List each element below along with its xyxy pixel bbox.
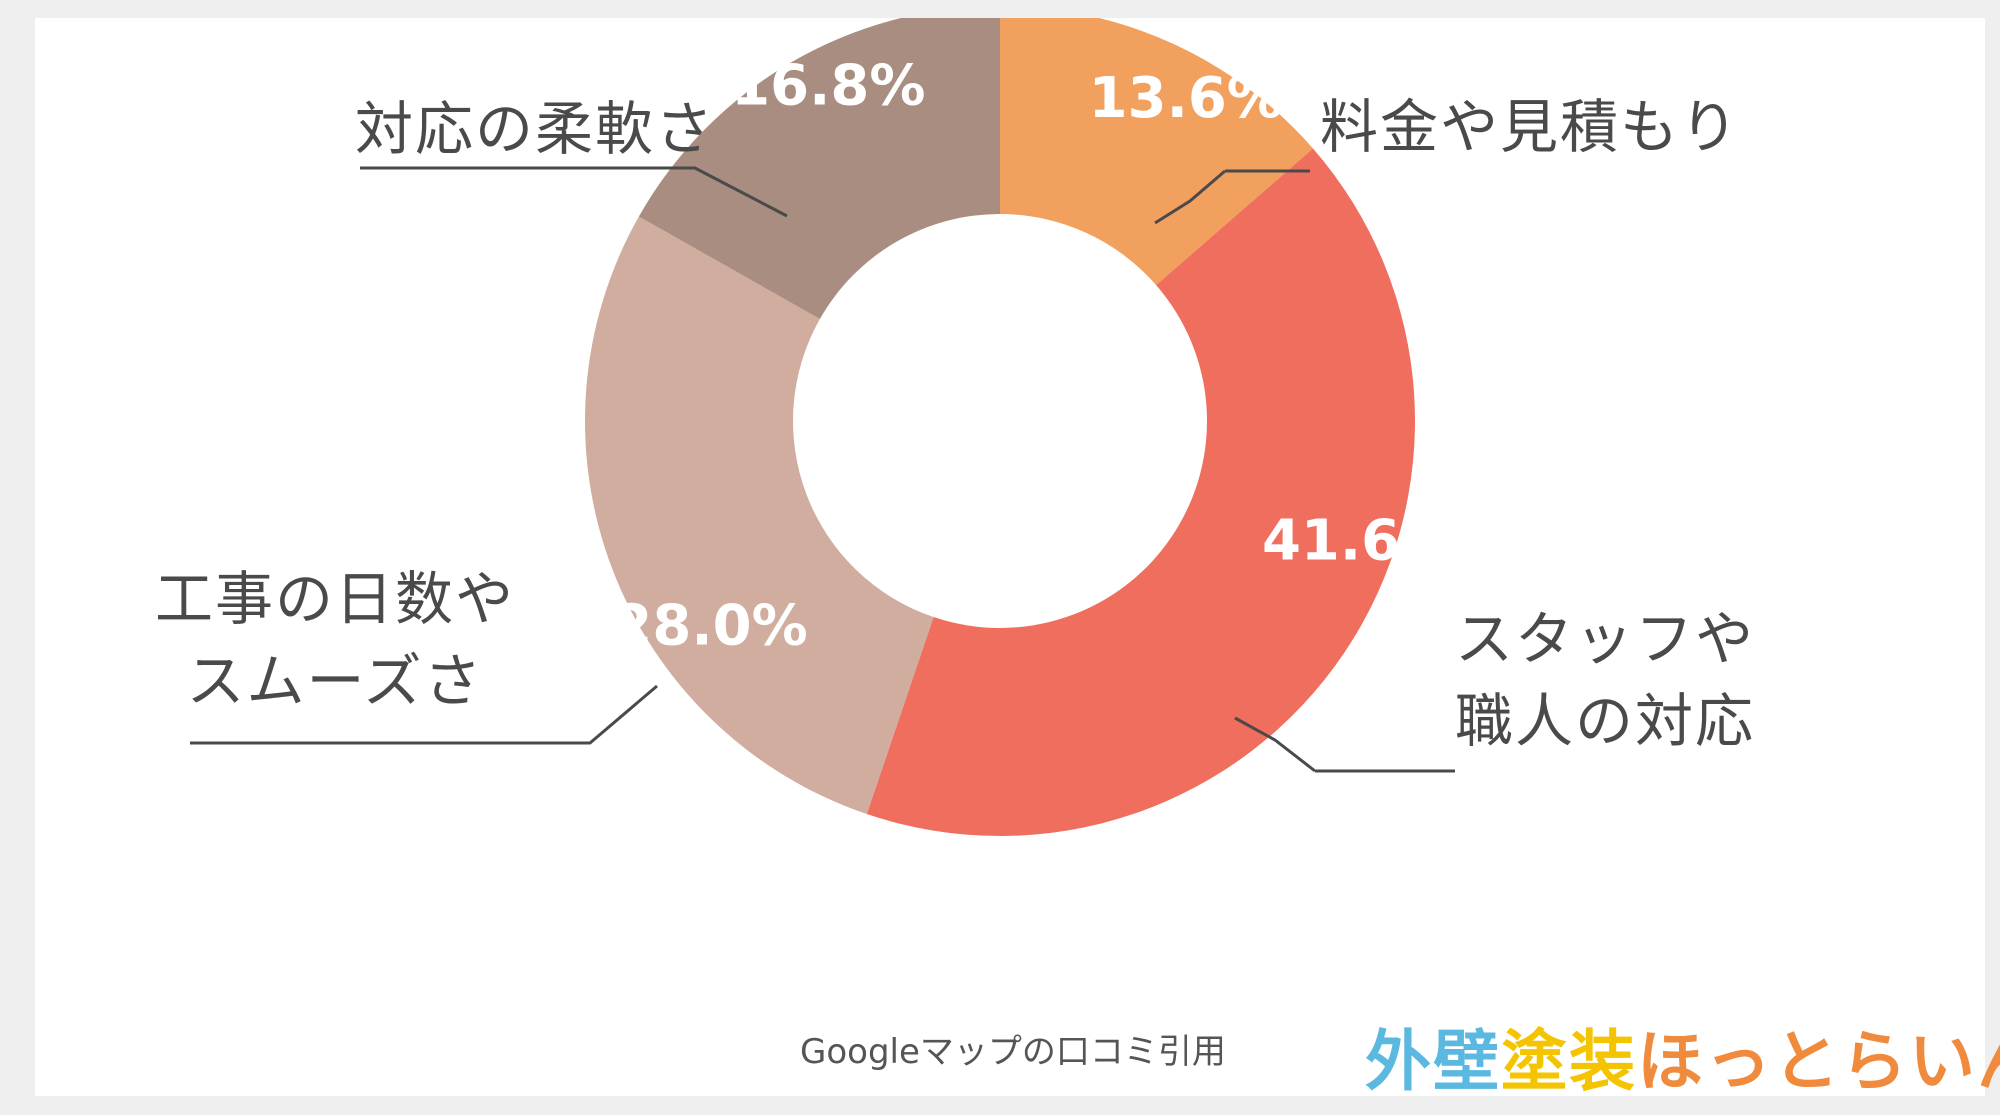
- leader-line-price: [1154, 169, 1310, 225]
- chart-card: 13.6% 41.6% 28.0% 16.8% 料金や見積もり スタッフや 職人の対応…: [35, 18, 2000, 1100]
- value-label-price: 13.6%: [1089, 66, 1283, 131]
- logo-part-hotline: ほっとらいん: [1637, 1023, 2000, 1100]
- slice-label-price: 料金や見積もり: [1320, 93, 1741, 161]
- leader-line-flexibility: [360, 166, 788, 218]
- donut-chart: 13.6% 41.6% 28.0% 16.8%: [190, 18, 1456, 836]
- leader-line-staff: [1234, 716, 1455, 773]
- logo-part-tosou: 塗装: [1501, 1023, 1637, 1100]
- slice-label-staff: スタッフや 職人の対応: [1455, 605, 1756, 755]
- slice-staff: [866, 148, 1415, 836]
- logo-part-gaiheki: 外壁: [1365, 1023, 1501, 1100]
- slice-price: [1000, 18, 1314, 286]
- value-label-schedule: 28.0%: [613, 594, 807, 659]
- leader-line-schedule: [190, 684, 658, 745]
- source-caption: Googleマップの口コミ引用: [800, 1032, 1226, 1072]
- value-label-staff: 41.6%: [1262, 508, 1456, 573]
- slice-flexibility: [638, 18, 1000, 320]
- slice-label-schedule: 工事の日数や スムーズさ: [155, 565, 516, 715]
- value-label-flexibility: 16.8%: [731, 54, 925, 119]
- slice-label-flexibility: 対応の柔軟さ: [355, 95, 716, 163]
- brand-logo: 外壁塗装ほっとらいん: [1365, 1008, 2000, 1104]
- slice-schedule: [585, 216, 934, 815]
